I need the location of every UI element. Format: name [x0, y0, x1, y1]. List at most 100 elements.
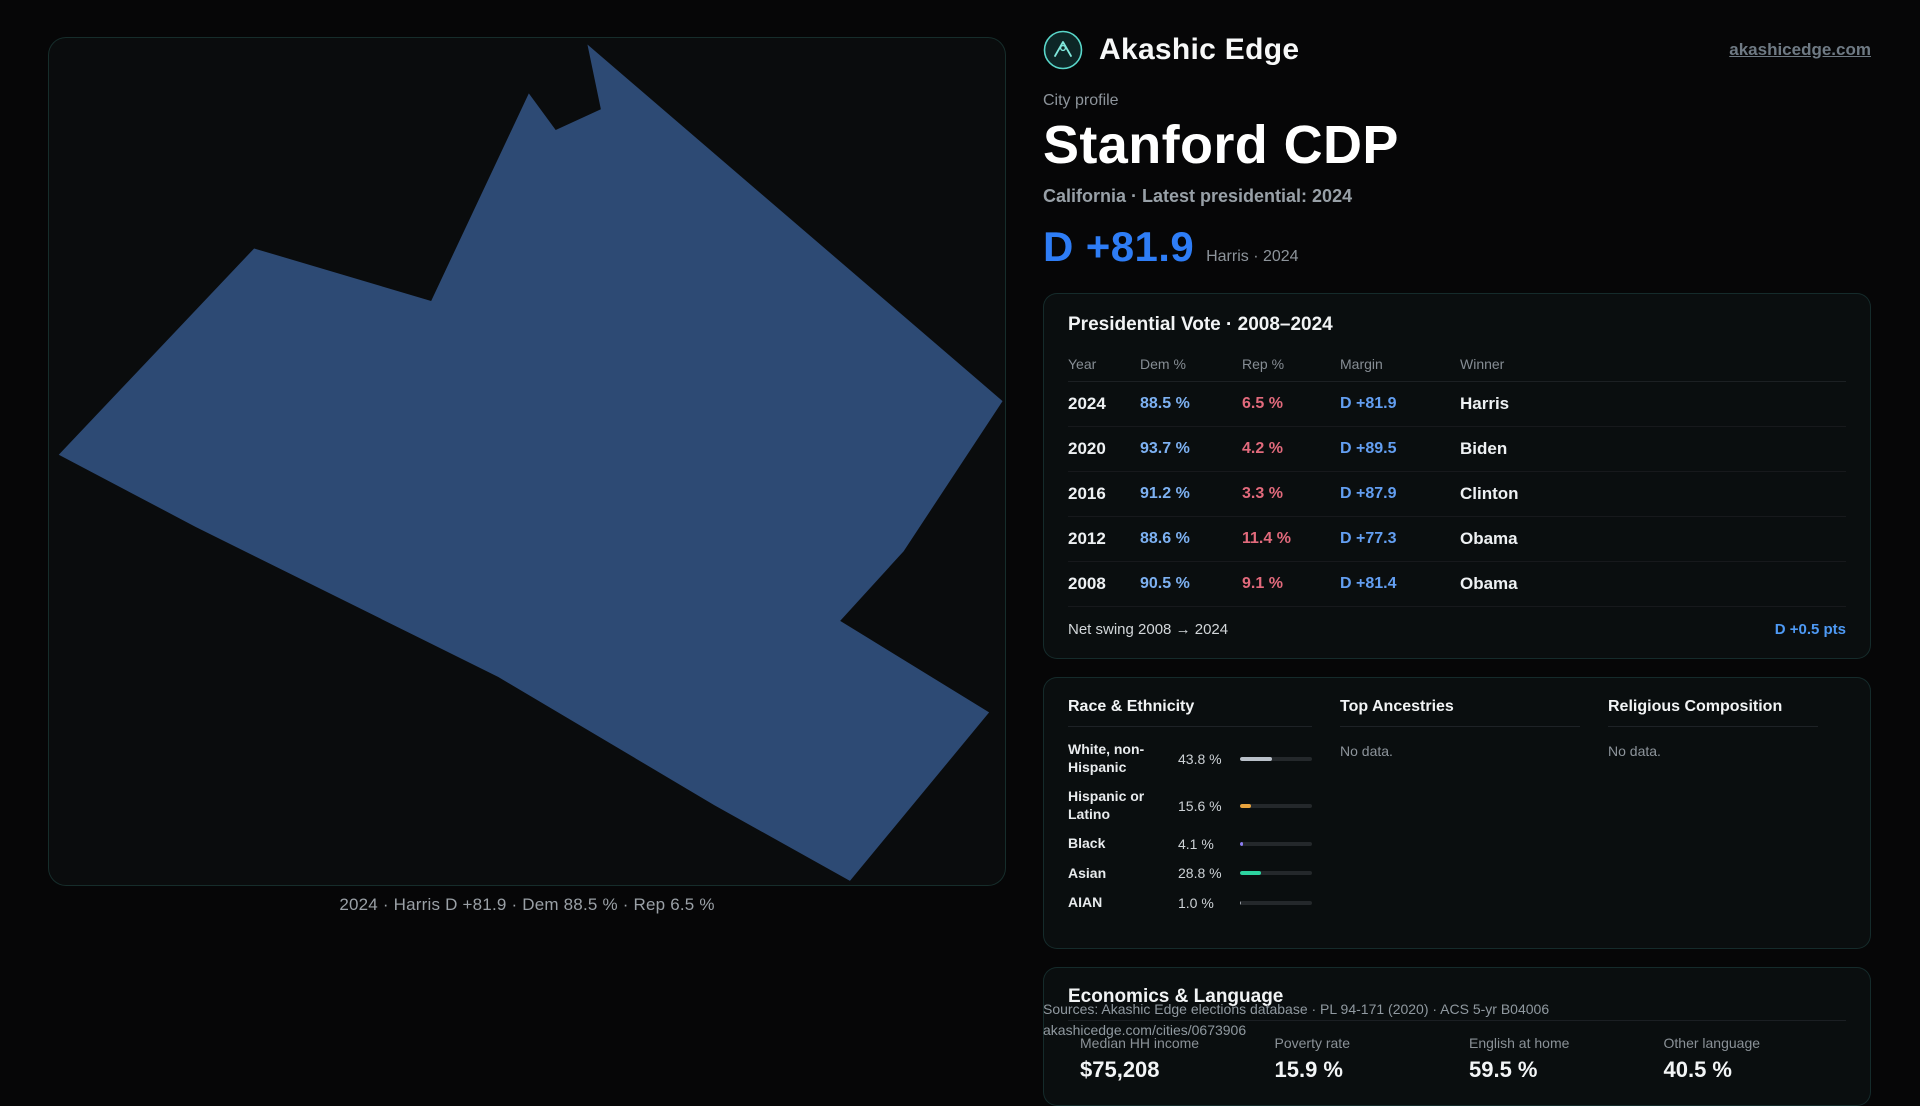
cell-year: 2012 — [1068, 516, 1140, 562]
race-label: AIAN — [1068, 894, 1103, 910]
race-ethnicity-section: Race & Ethnicity White, non-Hispanic 43.… — [1068, 698, 1340, 924]
cell-dem: 88.6 % — [1140, 516, 1242, 562]
stat-label: Poverty rate — [1274, 1034, 1350, 1051]
cell-dem: 88.5 % — [1140, 381, 1242, 427]
footer: Sources: Akashic Edge elections database… — [1043, 999, 1549, 1041]
net-swing-label: Net swing 2008 → 2024 — [1068, 621, 1229, 638]
brand-domain-link[interactable]: akashicedge.com — [1729, 40, 1871, 59]
race-label: Hispanic or Latino — [1068, 788, 1145, 822]
economics-card-title: Economics & Language — [1068, 985, 1284, 1007]
cell-rep: 4.2 % — [1242, 426, 1340, 472]
cell-rep: 6.5 % — [1242, 381, 1340, 427]
col-winner: Winner — [1460, 346, 1846, 382]
religious-composition-title: Religious Composition — [1608, 698, 1818, 727]
table-row: 2016 91.2 % 3.3 % D +87.9 Clinton — [1068, 471, 1846, 517]
race-bar-fill — [1240, 871, 1261, 876]
race-bar — [1240, 803, 1312, 808]
no-data-text: No data. — [1608, 743, 1661, 759]
page-title: Stanford CDP — [1043, 115, 1399, 175]
race-value: 28.8 % — [1178, 865, 1222, 882]
cell-year: 2016 — [1068, 471, 1140, 517]
economics-stats: Median HH income $75,208 Poverty rate 15… — [1068, 1019, 1847, 1083]
footer-sources: Sources: Akashic Edge elections database… — [1043, 1001, 1550, 1017]
race-row: White, non-Hispanic 43.8 % — [1068, 741, 1312, 776]
col-dem: Dem % — [1140, 346, 1242, 382]
cell-margin: D +81.4 — [1340, 561, 1460, 607]
race-bar — [1240, 900, 1312, 905]
stat-value: $75,208 — [1080, 1056, 1160, 1082]
page-kicker: City profile — [1043, 92, 1119, 109]
page-subtitle: California · Latest presidential: 2024 — [1043, 186, 1353, 206]
stat-english-at-home: English at home 59.5 % — [1457, 1035, 1652, 1083]
race-bar — [1240, 871, 1312, 876]
cell-rep: 9.1 % — [1242, 561, 1340, 607]
table-row: 2012 88.6 % 11.4 % D +77.3 Obama — [1068, 516, 1846, 562]
race-label: Black — [1068, 835, 1106, 851]
map-caption: 2024 · Harris D +81.9 · Dem 88.5 % · Rep… — [339, 895, 715, 914]
headline-margin-note: Harris · 2024 — [1206, 248, 1299, 265]
race-bar — [1240, 841, 1312, 846]
race-bar-fill — [1240, 841, 1243, 846]
race-value: 4.1 % — [1178, 835, 1214, 852]
profile-panel: Akashic Edge akashicedge.com City profil… — [1043, 30, 1871, 1106]
cell-winner: Biden — [1460, 426, 1846, 472]
city-boundary — [58, 44, 1003, 881]
stat-value: 59.5 % — [1469, 1056, 1538, 1082]
stat-median-income: Median HH income $75,208 — [1068, 1035, 1263, 1083]
religious-composition-section: Religious Composition No data. — [1608, 698, 1846, 924]
cell-winner: Obama — [1460, 561, 1846, 607]
table-row: 2008 90.5 % 9.1 % D +81.4 Obama — [1068, 561, 1846, 607]
cell-rep: 11.4 % — [1242, 516, 1340, 562]
stat-label: Median HH income — [1080, 1034, 1200, 1051]
brand-name: Akashic Edge — [1099, 33, 1300, 66]
race-value: 1.0 % — [1178, 894, 1214, 911]
cell-year: 2008 — [1068, 561, 1140, 607]
cell-rep: 3.3 % — [1242, 471, 1340, 517]
race-row: Asian 28.8 % — [1068, 865, 1312, 883]
table-header-row: Year Dem % Rep % Margin Winner — [1068, 346, 1846, 382]
cell-margin: D +87.9 — [1340, 471, 1460, 517]
footer-permalink-link[interactable]: akashicedge.com/cities/0673906 — [1043, 1022, 1247, 1038]
cell-margin: D +77.3 — [1340, 516, 1460, 562]
race-label: Asian — [1068, 864, 1107, 881]
stat-label: English at home — [1469, 1034, 1570, 1051]
headline-margin: D +81.9 — [1043, 223, 1195, 270]
presidential-card-title: Presidential Vote · 2008–2024 — [1068, 314, 1333, 335]
race-value: 43.8 % — [1178, 750, 1222, 767]
header: Akashic Edge akashicedge.com — [1043, 30, 1871, 70]
cell-winner: Obama — [1460, 516, 1846, 562]
city-map — [58, 44, 1003, 881]
cell-winner: Clinton — [1460, 471, 1846, 517]
race-bar-fill — [1240, 756, 1272, 761]
cell-dem: 90.5 % — [1140, 561, 1242, 607]
stat-poverty-rate: Poverty rate 15.9 % — [1263, 1035, 1458, 1083]
col-margin: Margin — [1340, 346, 1460, 382]
cell-margin: D +81.9 — [1340, 381, 1460, 427]
race-bar-fill — [1240, 803, 1252, 808]
top-ancestries-title: Top Ancestries — [1340, 698, 1580, 727]
stat-other-language: Other language 40.5 % — [1652, 1035, 1847, 1083]
city-map-panel — [48, 37, 1006, 886]
cell-dem: 91.2 % — [1140, 471, 1242, 517]
race-bar-fill — [1240, 900, 1241, 905]
cell-margin: D +89.5 — [1340, 426, 1460, 472]
col-year: Year — [1068, 346, 1140, 382]
race-row: Black 4.1 % — [1068, 835, 1312, 853]
presidential-table: Year Dem % Rep % Margin Winner 2024 88.5… — [1068, 346, 1846, 607]
table-row: 2024 88.5 % 6.5 % D +81.9 Harris — [1068, 381, 1846, 427]
net-swing-row: Net swing 2008 → 2024 D +0.5 pts — [1068, 607, 1846, 638]
col-rep: Rep % — [1242, 346, 1340, 382]
race-row: AIAN 1.0 % — [1068, 894, 1312, 912]
akashic-logo-icon — [1043, 30, 1083, 70]
stat-label: Other language — [1663, 1034, 1761, 1051]
stat-value: 15.9 % — [1274, 1056, 1344, 1082]
headline-margin-row: D +81.9 Harris · 2024 — [1043, 223, 1871, 271]
cell-year: 2024 — [1068, 381, 1140, 427]
no-data-text: No data. — [1340, 743, 1393, 759]
top-ancestries-section: Top Ancestries No data. — [1340, 698, 1608, 924]
cell-winner: Harris — [1460, 381, 1846, 427]
table-row: 2020 93.7 % 4.2 % D +89.5 Biden — [1068, 426, 1846, 472]
demographics-card: Race & Ethnicity White, non-Hispanic 43.… — [1043, 677, 1871, 949]
net-swing-value: D +0.5 pts — [1774, 621, 1846, 638]
cell-dem: 93.7 % — [1140, 426, 1242, 472]
